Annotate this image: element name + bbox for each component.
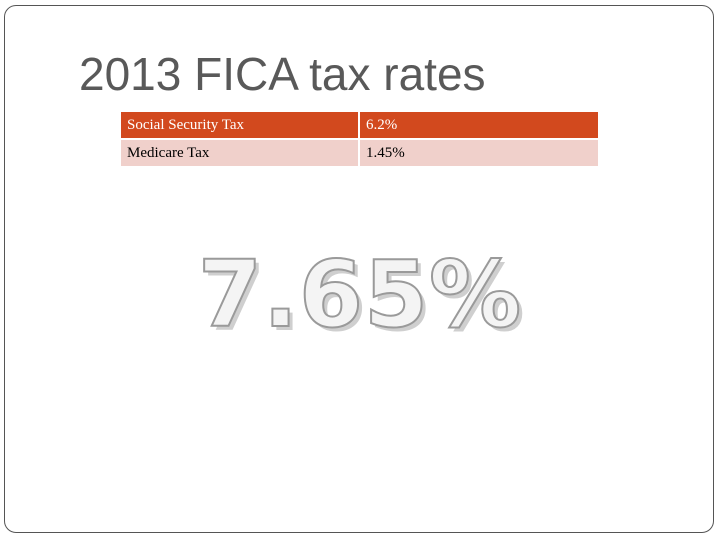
tax-label-cell: Medicare Tax bbox=[121, 140, 358, 166]
tax-rate-cell: 6.2% bbox=[360, 112, 598, 138]
slide-title: 2013 FICA tax rates bbox=[79, 48, 486, 100]
fica-rates-table: Social Security Tax 6.2% Medicare Tax 1.… bbox=[119, 110, 600, 168]
tax-label-cell: Social Security Tax bbox=[121, 112, 358, 138]
table-row-medicare: Medicare Tax 1.45% bbox=[121, 140, 598, 166]
slide-frame bbox=[4, 5, 714, 533]
total-rate-text: 7.65% bbox=[197, 240, 523, 349]
table-row-social-security: Social Security Tax 6.2% bbox=[121, 112, 598, 138]
tax-rate-cell: 1.45% bbox=[360, 140, 598, 166]
